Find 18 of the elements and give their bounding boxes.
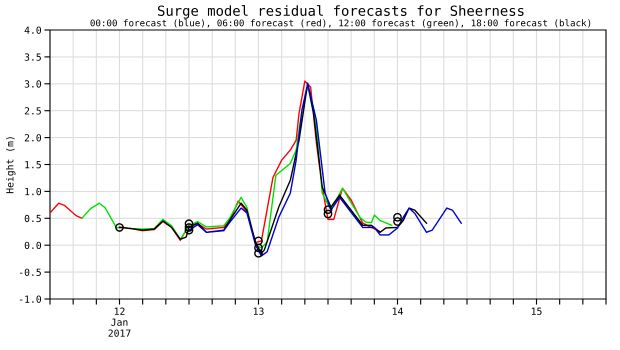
y-tick-label: 1.0 (25, 188, 42, 196)
y-tick-label: 2.0 (24, 134, 42, 142)
y-tick-label: 0.5 (24, 214, 41, 222)
y-tick-label: 3.5 (24, 53, 41, 61)
y-tick-label: -1.0 (20, 296, 42, 303)
y-tick-label: 4.0 (24, 26, 42, 34)
x-tick-label: 14 (392, 308, 403, 315)
y-tick-label: 1.5 (25, 161, 41, 168)
y-tick-label: 0.0 (24, 242, 42, 250)
y-axis-title: Height (m) (6, 137, 16, 194)
x-tick-label: 15 (532, 308, 542, 315)
chart-subtitle: 00:00 forecast (blue), 06:00 forecast (red), 12:00 forecast (green), 18:00 forecast (black) (90, 19, 590, 28)
chart-title: Surge model residual forecasts for Sheerness (158, 5, 524, 19)
x-tick-label: 13 (254, 308, 264, 315)
y-tick-label: 2.5 (24, 107, 41, 115)
y-tick-label: 3.0 (24, 80, 42, 88)
x-tick-label: 12 Jan 2017 (108, 308, 130, 337)
y-tick-label: -0.5 (20, 268, 41, 276)
